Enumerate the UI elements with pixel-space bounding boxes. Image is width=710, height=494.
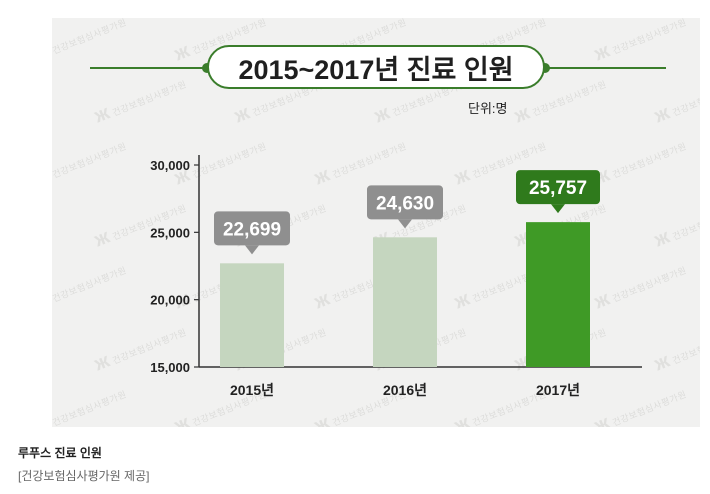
bar xyxy=(373,237,437,367)
caption-source: [건강보험심사평가원 제공] xyxy=(18,469,150,483)
data-label-pointer xyxy=(245,245,259,255)
title-rule-right xyxy=(542,67,666,69)
x-tick-label: 2015년 xyxy=(230,382,274,398)
bar xyxy=(220,263,284,367)
unit-label: 단위:명 xyxy=(468,101,508,116)
bar-chart: 15,000 20,000 25,000 30,000 2015년 22,699 2016년… xyxy=(150,155,642,398)
caption-title: 루푸스 진료 인원 xyxy=(18,446,102,460)
y-tick-label: 25,000 xyxy=(150,225,190,240)
data-label-box xyxy=(214,211,290,246)
chart-title: 2015~2017년 진료 인원 xyxy=(207,45,545,89)
data-label-pointer xyxy=(398,219,412,229)
data-label: 25,757 xyxy=(529,178,587,199)
data-label: 22,699 xyxy=(223,219,281,240)
data-label: 24,630 xyxy=(376,193,434,214)
y-tick-label: 30,000 xyxy=(150,158,190,173)
data-label-box xyxy=(516,170,600,205)
data-label-box xyxy=(367,185,443,220)
title-rule-left xyxy=(90,67,210,69)
infographic-panel: ж건강보험심사평가원ж건강보험심사평가원ж건강보험심사평가원ж건강보험심사평가원… xyxy=(52,18,700,427)
data-label-pointer xyxy=(551,204,565,214)
bar xyxy=(526,222,590,367)
x-tick-label: 2016년 xyxy=(383,382,427,398)
y-tick-label: 20,000 xyxy=(150,293,190,308)
y-tick-label: 15,000 xyxy=(150,360,190,375)
title-dot-right xyxy=(540,63,550,73)
x-tick-label: 2017년 xyxy=(536,382,580,398)
